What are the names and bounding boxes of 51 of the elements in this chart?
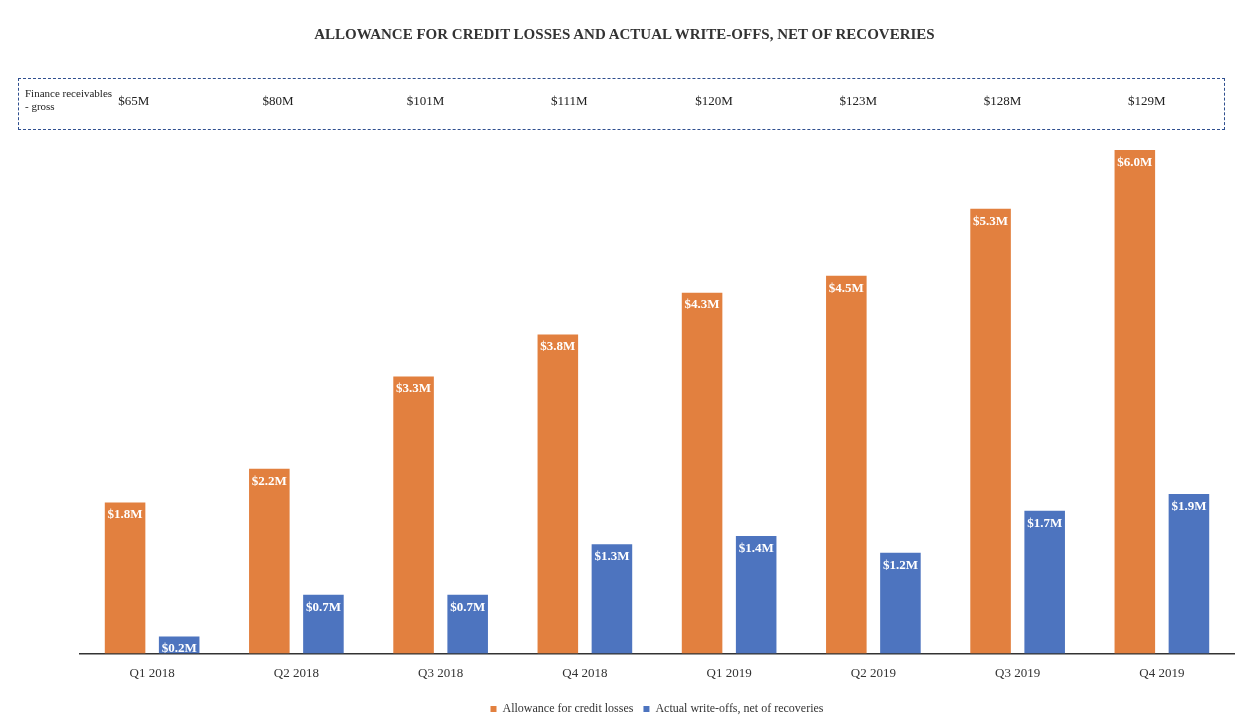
data-label: $0.7M bbox=[450, 598, 486, 614]
data-label: $1.9M bbox=[1171, 497, 1207, 513]
text: $120M bbox=[695, 93, 733, 109]
text: $111M bbox=[550, 93, 588, 109]
data-label: $3.3M bbox=[396, 380, 432, 396]
x-tick-label: Q4 2018 bbox=[562, 664, 608, 680]
data-label: $4.3M bbox=[684, 296, 720, 312]
bar bbox=[447, 594, 488, 654]
bar bbox=[880, 552, 921, 654]
bar bbox=[1024, 510, 1065, 654]
text: $101M bbox=[406, 93, 445, 109]
x-tick-label: Q3 2018 bbox=[418, 664, 464, 680]
data-label: $5.3M bbox=[973, 212, 1009, 228]
bar bbox=[970, 208, 1011, 654]
data-label: $6.0M bbox=[1117, 153, 1153, 169]
x-tick-label: Q1 2018 bbox=[129, 664, 175, 680]
data-label: $1.8M bbox=[107, 506, 143, 522]
bar bbox=[104, 502, 146, 654]
bar bbox=[1168, 493, 1210, 654]
data-label: $1.2M bbox=[882, 556, 918, 572]
data-label: $1.7M bbox=[1027, 514, 1063, 530]
legend-label: Allowance for credit losses bbox=[502, 701, 634, 716]
text: $80M bbox=[262, 93, 294, 109]
data-label: $4.5M bbox=[828, 279, 864, 295]
chart-title: ALLOWANCE FOR CREDIT LOSSES AND ACTUAL WRITE-OFFS, NET OF RECOVERIES bbox=[313, 26, 936, 43]
x-tick-label: Q1 2019 bbox=[706, 664, 752, 680]
bar bbox=[249, 468, 290, 654]
data-label: $0.7M bbox=[305, 598, 341, 614]
bar bbox=[1114, 150, 1156, 654]
text: $128M bbox=[983, 93, 1022, 109]
text: Finance receivables - gross bbox=[25, 87, 113, 113]
x-tick-label: Q2 2019 bbox=[850, 664, 896, 680]
bar bbox=[303, 594, 344, 654]
bar bbox=[591, 544, 633, 654]
text: $65M bbox=[118, 93, 150, 109]
bar bbox=[826, 275, 867, 654]
text: $129M bbox=[1127, 93, 1166, 109]
legend-label: Actual write-offs, net of recoveries bbox=[655, 701, 824, 716]
bar bbox=[681, 292, 723, 654]
data-label: $1.4M bbox=[738, 539, 774, 555]
data-label: $3.8M bbox=[540, 338, 576, 354]
data-label: $0.2M bbox=[161, 640, 197, 656]
x-tick-label: Q3 2019 bbox=[995, 664, 1041, 680]
bar bbox=[393, 376, 434, 654]
x-tick-label: Q4 2019 bbox=[1139, 664, 1185, 680]
bar bbox=[537, 334, 579, 654]
data-label: $2.2M bbox=[251, 472, 287, 488]
bar bbox=[735, 535, 777, 654]
x-tick-label: Q2 2018 bbox=[273, 664, 319, 680]
data-label: $1.3M bbox=[594, 548, 630, 564]
text: $123M bbox=[839, 93, 877, 109]
